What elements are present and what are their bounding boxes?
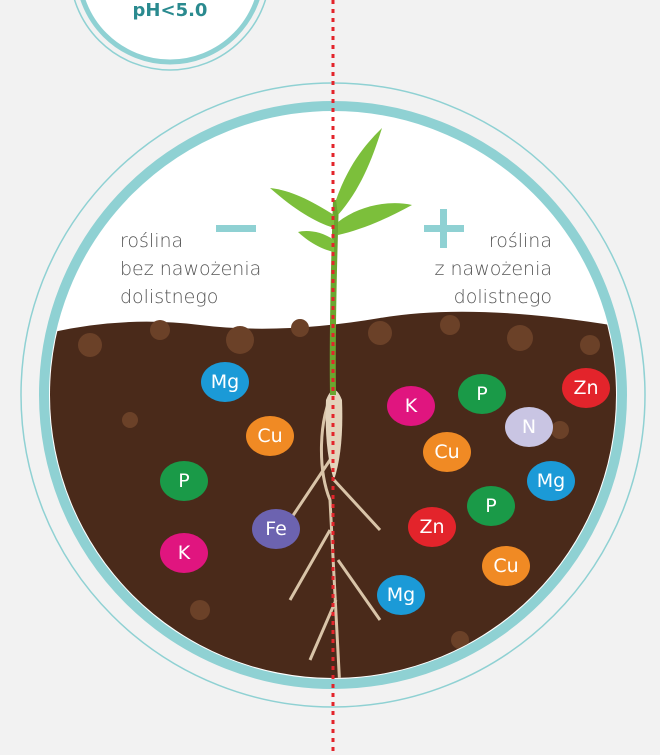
nutrient-label: Zn — [419, 516, 444, 538]
label-line: roślina — [489, 230, 552, 252]
nutrient-label: P — [178, 470, 189, 492]
label-line: bez nawożenia — [120, 258, 261, 280]
soil — [40, 312, 640, 700]
label-line: dolistnego — [454, 286, 552, 308]
infographic: pH<5.0 roślina bez nawożenia dolistnego … — [0, 0, 660, 755]
nutrient-label: Cu — [493, 555, 518, 577]
nutrient-label: Mg — [211, 371, 239, 393]
nutrient-label: K — [178, 542, 191, 564]
badge-text: pH<5.0 — [133, 0, 208, 21]
label-line: roślina — [120, 230, 183, 252]
nutrient-label: K — [405, 395, 418, 417]
minus-sign — [216, 225, 256, 232]
nutrient-label: Cu — [257, 425, 282, 447]
nutrient-label: P — [485, 495, 496, 517]
nutrient-label: Mg — [537, 470, 565, 492]
nutrient-label: Fe — [265, 518, 287, 540]
nutrient-label: Cu — [434, 441, 459, 463]
plus-sign — [440, 209, 447, 248]
nutrient-label: Mg — [387, 584, 415, 606]
nutrient-label: Zn — [573, 377, 598, 399]
nutrient-label: N — [522, 416, 536, 438]
label-line: dolistnego — [120, 286, 218, 308]
label-line: z nawożenia — [435, 258, 553, 280]
nutrient-label: P — [476, 383, 487, 405]
